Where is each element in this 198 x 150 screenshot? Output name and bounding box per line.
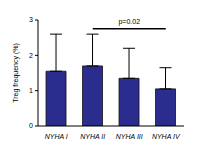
svg-text:NYHA IV: NYHA IV <box>152 133 181 140</box>
svg-text:Treg frequency (%): Treg frequency (%) <box>12 43 20 103</box>
svg-text:1: 1 <box>29 87 33 94</box>
svg-text:3: 3 <box>29 16 33 23</box>
svg-text:p=0.02: p=0.02 <box>118 18 140 26</box>
svg-text:NYHA I: NYHA I <box>45 133 68 140</box>
svg-text:NYHA II: NYHA II <box>80 133 105 140</box>
svg-text:2: 2 <box>29 52 33 59</box>
svg-text:0: 0 <box>29 122 33 129</box>
svg-text:NYHA III: NYHA III <box>116 133 143 140</box>
